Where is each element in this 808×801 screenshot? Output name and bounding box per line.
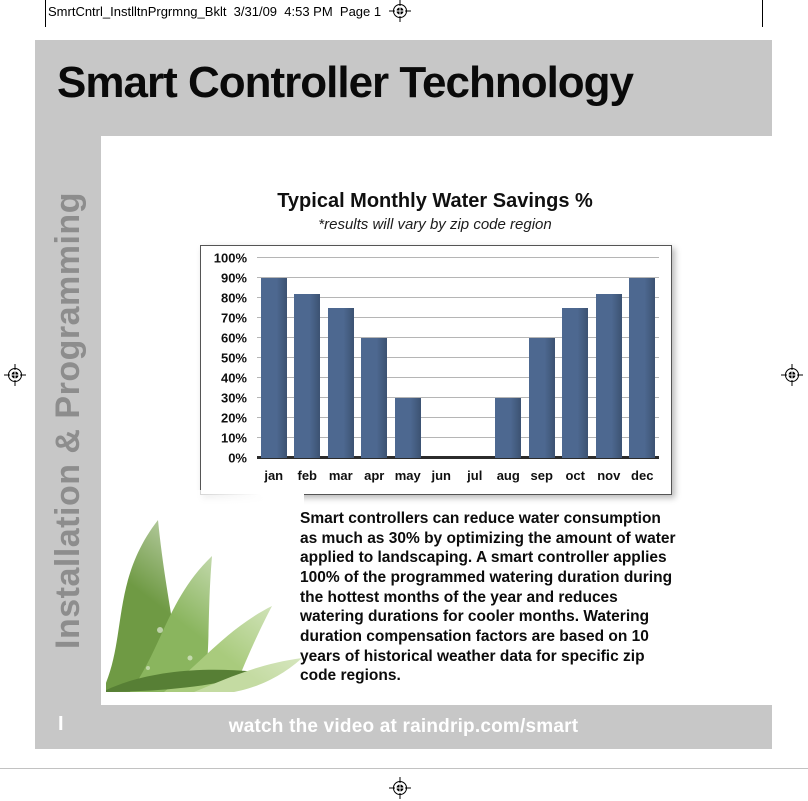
chart-bar [260,278,287,458]
chart-y-tick-label: 70% [220,310,247,326]
chart-x-axis-labels: jan feb mar apr may jun jul aug sep oct nov dec [257,468,659,486]
chart-bar [495,398,522,458]
footer-page-marker: I [58,713,64,735]
sidebar: Installation & Programming [35,136,101,705]
footer-text: watch the video at raindrip.com/smart [228,716,579,737]
print-header-filename: SmrtCntrl_InstlltnPrgrmng_Bklt 3/31/09 4… [48,4,382,19]
chart-y-tick-label: 90% [220,270,247,286]
chart-gridline [257,417,659,418]
page-trim-rule [0,768,808,769]
body-paragraph: Smart controllers can reduce water consu… [300,510,676,685]
chart-y-tick-label: 40% [220,370,247,386]
chart-bar [629,278,656,458]
chart-gridline [257,377,659,378]
chart-plot [257,257,659,459]
chart-title: Typical Monthly Water Savings % [277,190,593,212]
chart-bar [361,338,388,458]
chart-x-tick-label: may [394,468,421,483]
chart-gridline [257,357,659,358]
chart-x-tick-label: dec [631,468,654,483]
chart-y-tick-label: 100% [213,250,247,266]
chart-baseline [257,456,659,459]
leaf-photo [106,490,304,692]
chart-bar [327,308,354,458]
chart-x-tick-label: apr [364,468,385,483]
chart-y-tick-label: 0% [228,450,247,466]
chart-y-tick-label: 10% [220,430,247,446]
crop-mark [762,0,763,27]
registration-mark-icon [389,0,411,22]
chart-subtitle: *results will vary by zip code region [318,216,552,233]
sidebar-label: Installation & Programming [48,192,87,649]
registration-mark-icon [389,777,411,799]
chart-y-tick-label: 80% [220,290,247,306]
chart-bar [595,294,622,458]
chart-gridline [257,277,659,278]
chart-x-tick-label: jan [264,468,284,483]
chart-y-tick-label: 20% [220,410,247,426]
page-title: Smart Controller Technology [57,58,634,107]
chart-bar [562,308,589,458]
page-header-band [35,40,772,136]
chart-x-tick-label: nov [597,468,621,483]
chart-x-tick-label: jun [431,468,452,483]
chart-y-tick-label: 30% [220,390,247,406]
chart-x-tick-label: sep [530,468,553,483]
chart-x-tick-label: jul [467,468,483,483]
chart-gridline [257,297,659,298]
chart-gridline [257,397,659,398]
chart-x-tick-label: feb [297,468,318,483]
registration-mark-icon [4,364,26,386]
chart-y-tick-label: 50% [220,350,247,366]
chart-gridline [257,257,659,258]
crop-mark [45,0,46,27]
chart-x-tick-label: oct [565,468,585,483]
chart-y-axis-labels: 100% 90% 80% 70% 60% 50% 40% 30% 20% 10% 0% [205,251,251,466]
chart-bar [528,338,555,458]
chart-frame: 100% 90% 80% 70% 60% 50% 40% 30% 20% 10% 0% jan feb… [200,245,672,495]
chart-bar [394,398,421,458]
chart-gridline [257,337,659,338]
chart-x-tick-label: mar [328,468,353,483]
chart-x-tick-label: aug [496,468,520,483]
chart-gridline [257,437,659,438]
chart-y-tick-label: 60% [220,330,247,346]
registration-mark-icon [781,364,803,386]
footer-bar: watch the video at raindrip.com/smart [35,705,772,749]
chart-bar [294,294,321,458]
chart-gridline [257,317,659,318]
